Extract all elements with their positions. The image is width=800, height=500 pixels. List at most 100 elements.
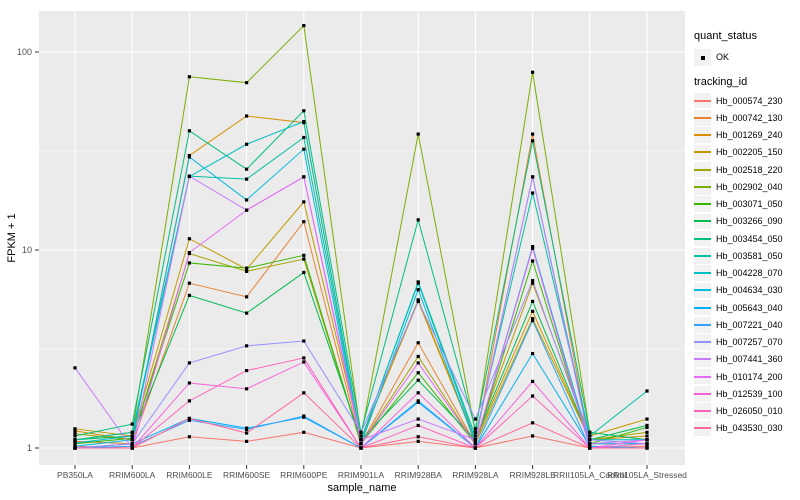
data-point: [531, 259, 535, 263]
data-point: [645, 446, 649, 450]
data-point: [130, 446, 134, 450]
series-color-line-icon: [694, 203, 711, 206]
data-point: [130, 438, 134, 442]
legend-item-label: Hb_003581_050: [716, 250, 783, 261]
data-point: [359, 438, 363, 442]
y-tick-label: 10: [22, 245, 32, 255]
series-color-line-icon: [694, 289, 711, 292]
series-color-line-icon: [694, 323, 711, 326]
data-point: [645, 442, 649, 446]
data-point: [302, 220, 306, 224]
legend-item-label: Hb_026050_010: [716, 406, 783, 417]
legend-key-swatch: [694, 179, 711, 195]
data-point: [130, 442, 134, 446]
data-point: [187, 281, 191, 285]
data-point: [531, 318, 535, 323]
legend-item-label: Hb_007441_360: [716, 354, 783, 365]
data-point: [73, 434, 77, 438]
data-point: [245, 266, 249, 270]
data-point: [245, 198, 249, 202]
series-color-line-icon: [694, 220, 711, 223]
legend-key-swatch: [694, 403, 711, 419]
series-color-line-icon: [694, 341, 711, 344]
data-point: [531, 279, 535, 283]
y-axis-title: FPKM + 1: [6, 213, 18, 262]
legend-item: Hb_012539_100: [694, 385, 783, 402]
legend-key-swatch: [694, 368, 711, 385]
series-color-line-icon: [694, 392, 711, 395]
data-point: [187, 261, 191, 265]
data-point: [187, 418, 191, 422]
data-point: [302, 391, 306, 395]
data-point: [187, 174, 191, 178]
series-color-line-icon: [694, 151, 711, 154]
data-point: [73, 438, 77, 442]
x-tick-label: RRIM600LE: [166, 470, 213, 480]
legend-item-label: Hb_003266_090: [716, 216, 783, 227]
series-color-line-icon: [694, 185, 711, 188]
data-point: [416, 132, 420, 136]
legend-key-swatch: [694, 386, 711, 402]
legend-item-label: Hb_004634_030: [716, 285, 783, 296]
data-point: [245, 295, 249, 299]
series-color-line-icon: [694, 99, 711, 102]
data-point: [416, 439, 420, 443]
data-point: [302, 175, 306, 179]
legend-key-swatch: [694, 161, 711, 178]
legend-item: Hb_043530_030: [694, 420, 783, 437]
legend-item: Hb_000742_130: [694, 109, 783, 126]
data-point: [588, 446, 592, 450]
data-point: [531, 70, 535, 74]
legend-key-swatch: [694, 282, 711, 299]
data-point: [645, 434, 649, 438]
data-point: [302, 23, 306, 28]
data-point: [531, 309, 535, 313]
data-point: [359, 430, 363, 434]
data-point: [473, 442, 477, 446]
legend-key-swatch: [694, 317, 711, 333]
data-point: [531, 245, 535, 249]
legend-key-swatch: [694, 127, 711, 143]
data-point: [416, 288, 420, 292]
data-point: [187, 435, 191, 439]
data-point: [359, 434, 363, 438]
series-color-line-icon: [694, 427, 711, 430]
data-point: [588, 434, 592, 438]
data-point: [531, 421, 535, 425]
data-point: [416, 218, 420, 222]
legend-title-tracking-id: tracking_id: [694, 76, 748, 88]
legend-item-label: Hb_003071_050: [716, 199, 783, 210]
legend-item-label: Hb_000742_130: [716, 112, 783, 123]
data-point: [187, 381, 191, 385]
legend-key-swatch: [694, 299, 711, 316]
data-point: [473, 417, 477, 421]
data-point: [531, 175, 535, 179]
data-point: [645, 444, 649, 448]
legend-item-label: Hb_043530_030: [716, 423, 783, 434]
data-point: [416, 354, 420, 359]
legend-item: Hb_002902_040: [694, 178, 783, 195]
legend-key-swatch: [694, 248, 711, 264]
data-point: [302, 356, 306, 360]
data-point: [302, 257, 306, 261]
data-point: [645, 423, 649, 428]
legend-item-label: Hb_005643_040: [716, 302, 783, 313]
legend-item-label: Hb_010174_200: [716, 371, 783, 382]
x-tick-label: PB350LA: [57, 470, 93, 480]
legend-key-swatch: [694, 265, 711, 281]
data-point: [130, 422, 134, 426]
series-color-line-icon: [694, 306, 711, 309]
x-tick-label: RRIM928LE: [509, 470, 556, 480]
data-point: [302, 430, 306, 434]
legend-item-label: Hb_002902_040: [716, 181, 783, 192]
legend-item-label: Hb_000574_230: [716, 95, 783, 106]
series-color-line-icon: [694, 272, 711, 275]
data-point: [130, 430, 134, 434]
x-tick-label: RRIM600SE: [223, 470, 271, 480]
data-point: [73, 427, 77, 431]
data-point: [302, 339, 306, 343]
series-color-line-icon: [694, 410, 711, 413]
data-point: [245, 177, 249, 181]
legend-item: Hb_001269_240: [694, 127, 783, 144]
data-point: [187, 251, 191, 255]
